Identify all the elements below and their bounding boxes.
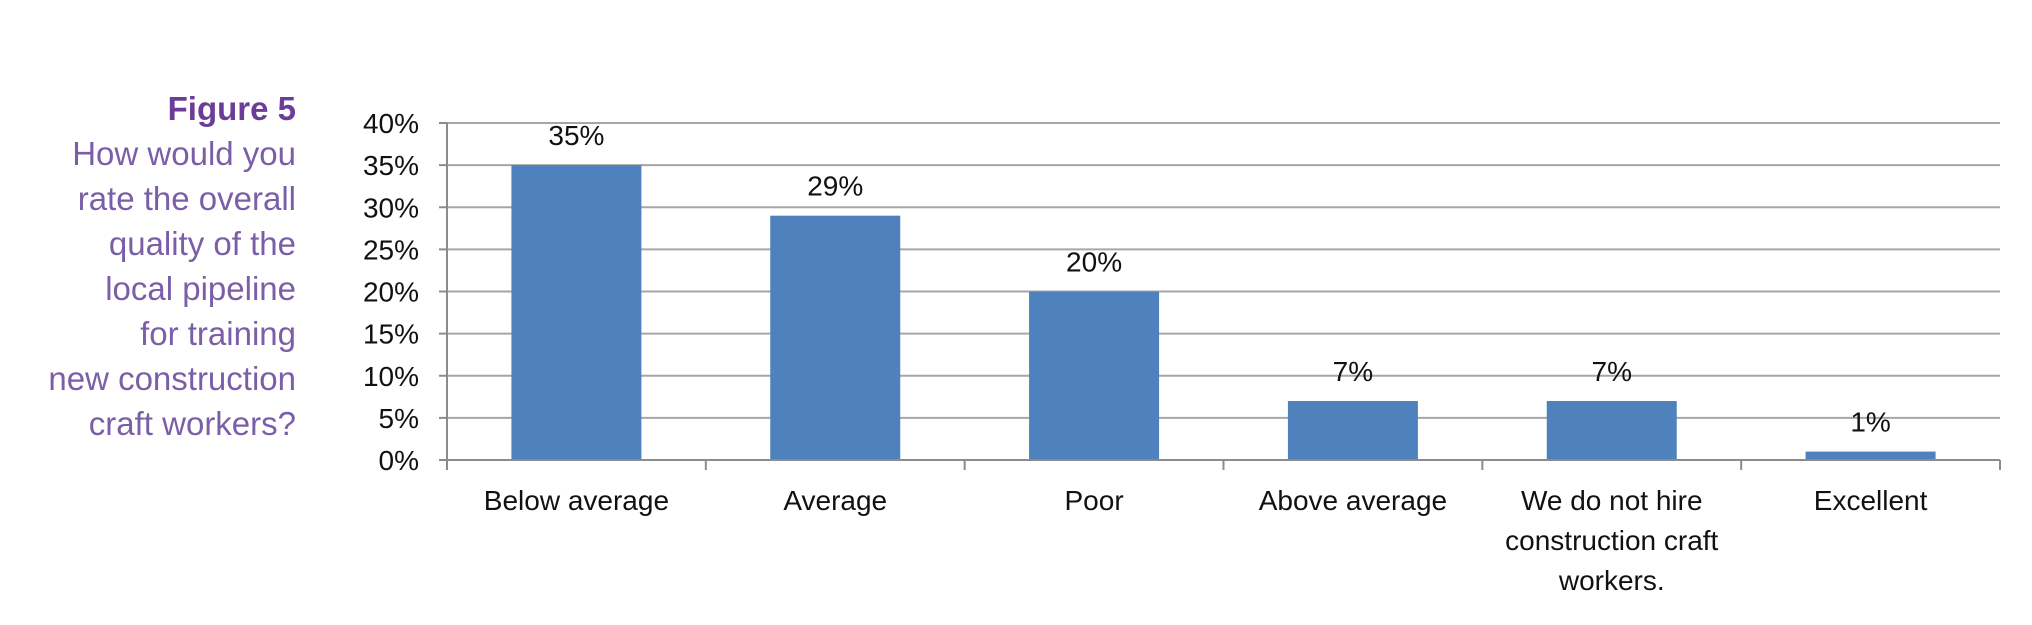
bar — [1805, 451, 1936, 460]
y-tick-label: 10% — [363, 361, 419, 392]
data-label: 29% — [807, 171, 863, 202]
figure-question-line: quality of the — [108, 225, 296, 262]
x-tick-label-line: Excellent — [1814, 485, 1928, 516]
bar — [770, 215, 901, 460]
y-tick-label: 35% — [363, 150, 419, 181]
figure-question-line: for training — [140, 315, 296, 352]
figure-question-line: rate the overall — [77, 180, 296, 217]
y-tick-labels: 0% 5% 10% 15% 20% 25% 30% 35% 40% — [363, 108, 419, 476]
figure-question-line: local pipeline — [105, 270, 296, 307]
figure-question-line: craft workers? — [88, 405, 296, 442]
figure-label: Figure 5 — [167, 90, 296, 127]
category-labels: Below average Average Poor Above average We … — [484, 485, 1928, 596]
x-tick-label: Below average — [484, 485, 669, 516]
bar — [1287, 401, 1418, 460]
figure-caption: Figure 5 How would you rate the overall … — [0, 86, 296, 446]
x-tick-label: Poor — [1065, 485, 1124, 516]
bar — [1546, 401, 1677, 460]
data-label: 7% — [1592, 356, 1632, 387]
y-tick-label: 40% — [363, 108, 419, 139]
x-tick-label: Excellent — [1814, 485, 1928, 516]
figure-question: How would you rate the overall quality o… — [0, 131, 296, 446]
x-tick-label-line: workers. — [1558, 565, 1665, 596]
bar — [511, 165, 642, 460]
x-tick-label: Average — [783, 485, 887, 516]
x-tick-label: Above average — [1259, 485, 1447, 516]
y-tick-label: 25% — [363, 234, 419, 265]
y-tick-label: 5% — [379, 403, 419, 434]
y-tick-label: 20% — [363, 277, 419, 308]
axes — [439, 122, 2001, 470]
x-tick-label-line: Poor — [1065, 485, 1124, 516]
x-tick-label-line: We do not hire — [1521, 485, 1703, 516]
data-label: 35% — [548, 120, 604, 151]
gridlines — [447, 122, 2000, 419]
y-tick-label: 0% — [379, 445, 419, 476]
y-tick-label: 15% — [363, 319, 419, 350]
data-label: 20% — [1066, 247, 1122, 278]
figure-question-line: new construction — [48, 360, 296, 397]
bars — [511, 165, 1936, 460]
x-tick-label: We do not hire construction craft workers. — [1505, 485, 1718, 596]
x-tick-label-line: construction craft — [1505, 525, 1718, 556]
x-tick-label-line: Below average — [484, 485, 669, 516]
data-label: 1% — [1850, 407, 1890, 438]
bar — [1029, 291, 1160, 460]
figure-question-line: How would you — [72, 135, 296, 172]
x-tick-label-line: Average — [783, 485, 887, 516]
data-labels: 35% 29% 20% 7% 7% 1% — [548, 120, 1890, 437]
x-tick-label-line: Above average — [1259, 485, 1447, 516]
y-tick-label: 30% — [363, 192, 419, 223]
data-label: 7% — [1333, 356, 1373, 387]
